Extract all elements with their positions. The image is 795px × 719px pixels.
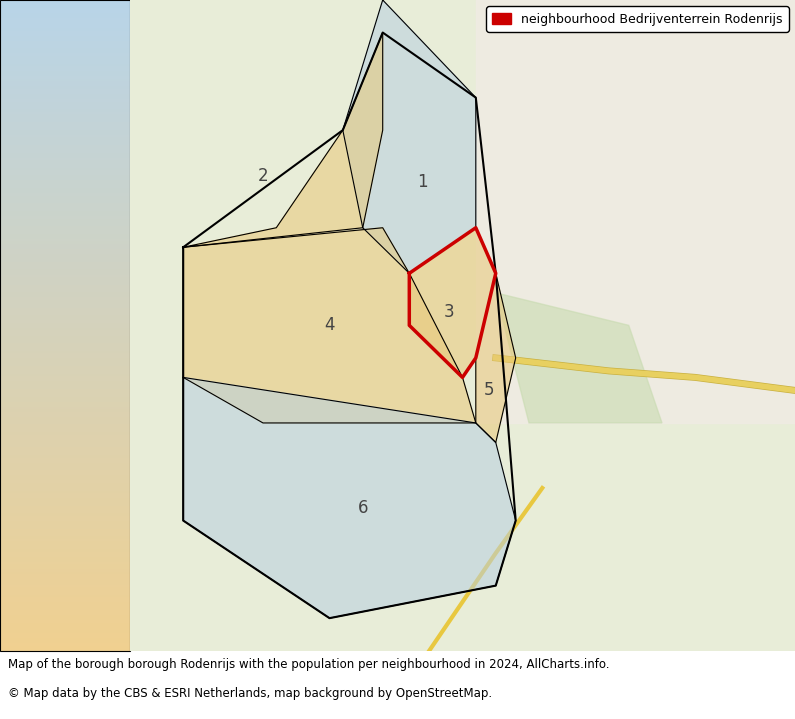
Polygon shape bbox=[343, 0, 475, 273]
Polygon shape bbox=[496, 293, 662, 423]
Polygon shape bbox=[475, 273, 516, 442]
Text: 6: 6 bbox=[358, 498, 368, 516]
Polygon shape bbox=[183, 228, 475, 423]
Text: 4: 4 bbox=[324, 316, 335, 334]
Polygon shape bbox=[475, 0, 795, 423]
Legend: neighbourhood Bedrijventerrein Rodenrijs: neighbourhood Bedrijventerrein Rodenrijs bbox=[486, 6, 789, 32]
Text: © Map data by the CBS & ESRI Netherlands, map background by OpenStreetMap.: © Map data by the CBS & ESRI Netherlands… bbox=[8, 687, 492, 700]
Text: 5: 5 bbox=[484, 381, 494, 400]
Polygon shape bbox=[183, 32, 382, 247]
Polygon shape bbox=[130, 0, 795, 651]
Polygon shape bbox=[409, 228, 496, 377]
Text: 2: 2 bbox=[258, 167, 268, 185]
Polygon shape bbox=[183, 377, 516, 618]
Text: 1: 1 bbox=[417, 173, 428, 191]
Text: Map of the borough borough Rodenrijs with the population per neighbourhood in 20: Map of the borough borough Rodenrijs wit… bbox=[8, 658, 610, 671]
Text: 3: 3 bbox=[444, 303, 455, 321]
